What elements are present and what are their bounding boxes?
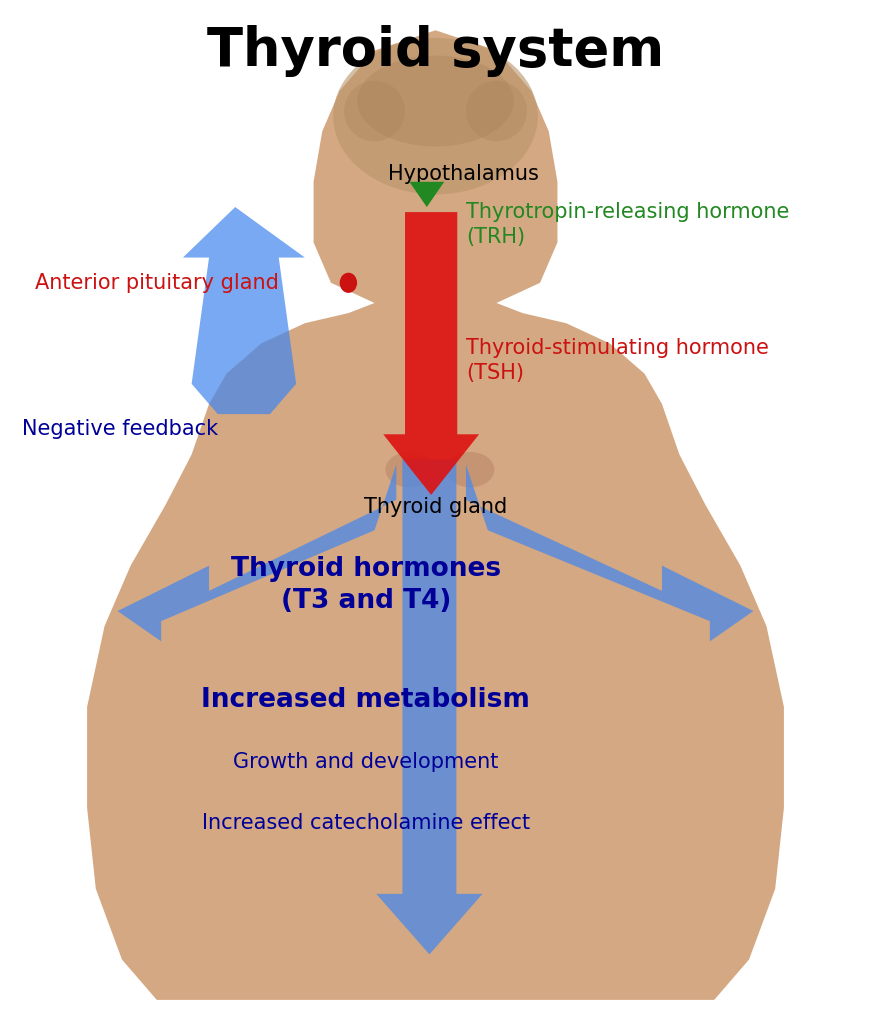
Text: Hypothalamus: Hypothalamus [388, 164, 538, 184]
Text: Thyroid gland: Thyroid gland [364, 497, 507, 517]
Ellipse shape [446, 452, 495, 487]
Ellipse shape [385, 452, 433, 487]
Polygon shape [409, 182, 444, 207]
Circle shape [340, 273, 357, 293]
Ellipse shape [344, 81, 405, 141]
Polygon shape [466, 465, 753, 641]
Text: Thyroid-stimulating hormone
(TSH): Thyroid-stimulating hormone (TSH) [466, 338, 769, 383]
Text: Anterior pituitary gland: Anterior pituitary gland [35, 273, 279, 293]
Polygon shape [183, 207, 305, 414]
Text: Increased metabolism: Increased metabolism [201, 687, 530, 713]
Polygon shape [383, 212, 479, 495]
Polygon shape [376, 460, 483, 954]
Text: Thyroid system: Thyroid system [207, 25, 664, 77]
Text: Thyroid hormones
(T3 and T4): Thyroid hormones (T3 and T4) [231, 556, 501, 613]
Ellipse shape [333, 37, 538, 194]
Text: Growth and development: Growth and development [233, 752, 498, 773]
Polygon shape [118, 465, 396, 641]
Ellipse shape [466, 81, 527, 141]
Text: Increased catecholamine effect: Increased catecholamine effect [202, 813, 530, 833]
Ellipse shape [357, 56, 514, 146]
Text: Negative feedback: Negative feedback [22, 419, 218, 439]
Polygon shape [87, 30, 784, 1000]
Text: Thyrotropin-releasing hormone
(TRH): Thyrotropin-releasing hormone (TRH) [466, 202, 789, 246]
